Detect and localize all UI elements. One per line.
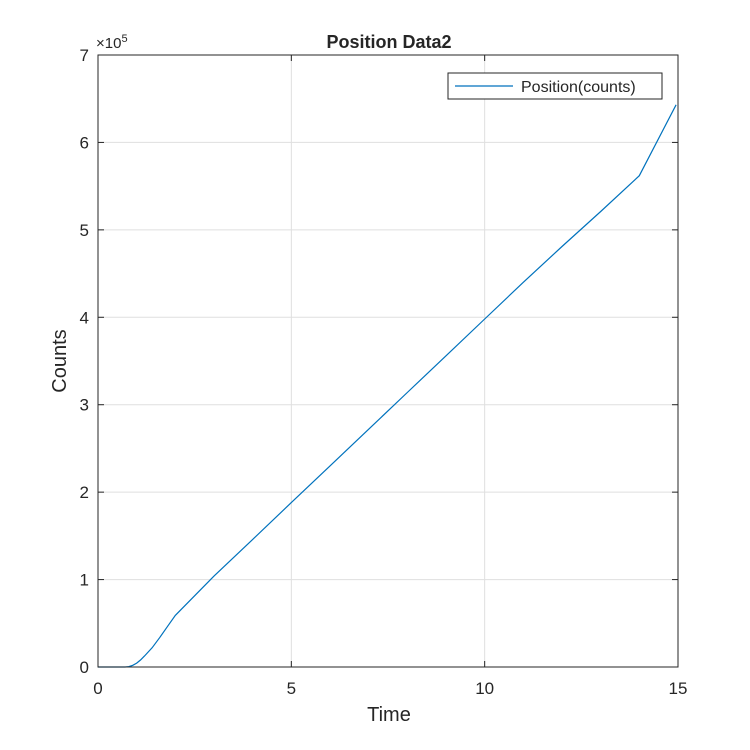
y-tick-label: 2 — [80, 483, 89, 502]
x-axis-label: Time — [367, 704, 411, 726]
y-tick-label: 7 — [80, 46, 89, 65]
series-line-0 — [98, 104, 677, 668]
tick-marks — [97, 54, 679, 668]
series-layer — [98, 104, 677, 668]
y-tick-label: 6 — [80, 133, 89, 152]
y-tick-label: 0 — [80, 658, 89, 677]
y-tick-labels: 0 1 2 3 4 5 6 7 — [80, 46, 89, 677]
y-axis-label: Counts — [49, 329, 71, 392]
grid-lines — [98, 55, 678, 667]
y-exponent-label: ×105 — [96, 33, 128, 52]
legend-label-position: Position(counts) — [521, 79, 636, 96]
y-tick-label: 1 — [80, 571, 89, 590]
y-tick-label: 5 — [80, 221, 89, 240]
x-tick-label: 0 — [93, 679, 102, 698]
x-tick-label: 5 — [287, 679, 296, 698]
x-tick-label: 10 — [475, 679, 494, 698]
y-tick-label: 3 — [80, 396, 89, 415]
x-tick-label: 15 — [669, 679, 688, 698]
x-tick-labels: 0 5 10 15 — [93, 679, 687, 698]
chart-title: Position Data2 — [326, 32, 451, 52]
axes-box — [97, 54, 679, 668]
plot-area — [98, 55, 678, 667]
legend: Position(counts) — [447, 72, 663, 100]
y-tick-label: 4 — [80, 308, 89, 327]
